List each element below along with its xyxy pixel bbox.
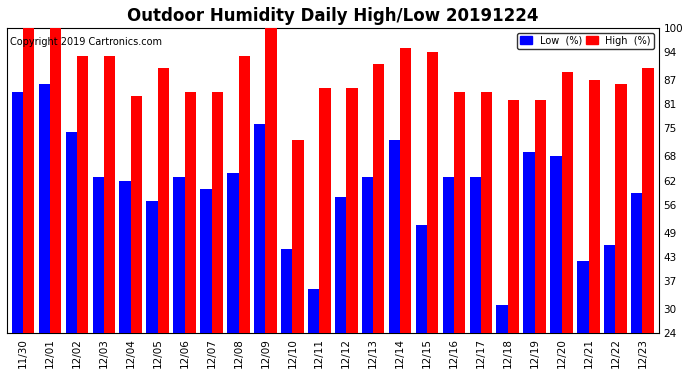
Bar bbox=[615, 84, 627, 333]
Bar bbox=[66, 132, 77, 333]
Bar bbox=[362, 177, 373, 333]
Bar bbox=[92, 177, 104, 333]
Bar bbox=[589, 80, 600, 333]
Bar bbox=[388, 140, 400, 333]
Bar bbox=[239, 56, 250, 333]
Bar bbox=[642, 68, 653, 333]
Bar bbox=[146, 201, 158, 333]
Bar bbox=[562, 72, 573, 333]
Bar bbox=[293, 140, 304, 333]
Bar bbox=[200, 189, 212, 333]
Bar bbox=[266, 28, 277, 333]
Title: Outdoor Humidity Daily High/Low 20191224: Outdoor Humidity Daily High/Low 20191224 bbox=[127, 7, 538, 25]
Bar bbox=[415, 225, 427, 333]
Bar bbox=[39, 84, 50, 333]
Bar bbox=[481, 92, 492, 333]
Bar bbox=[131, 96, 142, 333]
Bar bbox=[119, 180, 131, 333]
Bar bbox=[254, 124, 266, 333]
Bar bbox=[346, 88, 357, 333]
Bar bbox=[373, 64, 384, 333]
Bar bbox=[469, 177, 481, 333]
Bar bbox=[508, 100, 519, 333]
Bar bbox=[158, 68, 169, 333]
Bar bbox=[454, 92, 465, 333]
Bar bbox=[173, 177, 185, 333]
Bar bbox=[185, 92, 196, 333]
Bar bbox=[308, 289, 319, 333]
Bar bbox=[104, 56, 115, 333]
Legend: Low  (%), High  (%): Low (%), High (%) bbox=[518, 33, 653, 49]
Bar bbox=[427, 52, 438, 333]
Bar bbox=[551, 156, 562, 333]
Bar bbox=[578, 261, 589, 333]
Bar bbox=[23, 28, 34, 333]
Bar bbox=[631, 193, 642, 333]
Bar bbox=[604, 245, 615, 333]
Bar bbox=[281, 249, 293, 333]
Bar bbox=[497, 305, 508, 333]
Bar bbox=[50, 28, 61, 333]
Bar bbox=[442, 177, 454, 333]
Bar bbox=[77, 56, 88, 333]
Bar bbox=[212, 92, 223, 333]
Text: Copyright 2019 Cartronics.com: Copyright 2019 Cartronics.com bbox=[10, 37, 162, 47]
Bar bbox=[535, 100, 546, 333]
Bar bbox=[524, 152, 535, 333]
Bar bbox=[400, 48, 411, 333]
Bar bbox=[335, 196, 346, 333]
Bar bbox=[12, 92, 23, 333]
Bar bbox=[227, 172, 239, 333]
Bar bbox=[319, 88, 331, 333]
